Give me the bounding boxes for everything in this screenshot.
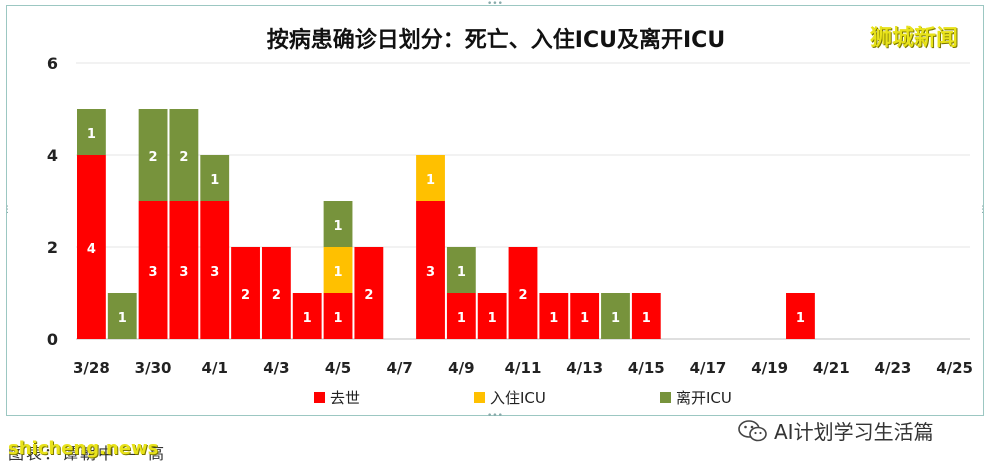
data-label: 1: [303, 311, 312, 326]
x-tick-label: 4/5: [325, 359, 351, 377]
data-label: 3: [426, 265, 435, 280]
legend-label: 离开ICU: [676, 389, 732, 407]
x-tick-label: 4/19: [751, 359, 788, 377]
bar-segment: [416, 201, 445, 339]
bar-segment: [138, 201, 168, 339]
bar-segment: [323, 201, 353, 247]
footer-caption: 图表：谭朝中 — 高: [8, 444, 167, 463]
data-label: 3: [210, 265, 219, 280]
bar-segment: [292, 293, 322, 339]
data-label: 1: [580, 311, 589, 326]
legend: 去世 入住ICU 离开ICU: [314, 389, 732, 407]
bar-segment: [200, 201, 230, 339]
bar-segment: [323, 247, 353, 293]
data-label: 1: [334, 265, 343, 280]
bars: 4 1 1 3 2 3 2 3 1 2 2 1 1 1 1 2 3 1 1 1 1 2 1 1 1 1 1: [77, 109, 815, 339]
watermark-bottom-right-text: AI计划学习生活篇: [774, 420, 934, 444]
x-axis-labels: 3/28 3/30 4/1 4/3 4/5 4/7 4/9 4/11 4/13 4/15 4/17 4…: [73, 359, 973, 377]
x-tick-label: 4/3: [263, 359, 289, 377]
bar-segment: [477, 293, 507, 339]
data-label: 2: [241, 288, 250, 303]
bar-segment: [323, 293, 353, 339]
x-tick-label: 4/7: [387, 359, 413, 377]
data-label: 1: [611, 311, 620, 326]
data-label: 1: [118, 311, 127, 326]
bar-segment: [77, 109, 106, 155]
bar-segment: [446, 293, 476, 339]
bar-segment: [261, 247, 291, 339]
data-label: 2: [149, 150, 158, 165]
data-label: 2: [518, 288, 527, 303]
wechat-icon: [738, 419, 767, 441]
data-label: 1: [457, 265, 466, 280]
x-tick-label: 4/9: [448, 359, 474, 377]
x-tick-label: 4/25: [936, 359, 973, 377]
bar-segment: [138, 109, 168, 201]
y-tick-label: 4: [47, 146, 58, 165]
x-tick-label: 4/13: [566, 359, 603, 377]
bar-segment: [570, 293, 600, 339]
x-tick-label: 4/17: [690, 359, 727, 377]
legend-swatch: [660, 392, 671, 403]
bar-segment: [107, 293, 137, 339]
resize-handle-top[interactable]: •••: [487, 0, 503, 9]
resize-handle-bottom[interactable]: •••: [487, 411, 503, 421]
data-label: 3: [179, 265, 188, 280]
y-tick-label: 6: [47, 54, 58, 73]
legend-swatch: [474, 392, 485, 403]
data-label: 1: [426, 173, 435, 188]
y-axis-labels: 0 2 4 6: [47, 54, 58, 349]
chart-title: 按病患确诊日划分：死亡、入住ICU及离开ICU: [266, 28, 726, 53]
bar-segment: [539, 293, 569, 339]
bar-segment: [231, 247, 260, 339]
chart-frame: ••• ••• ⋮ ⋮: [3, 0, 987, 421]
resize-handle-right[interactable]: ⋮: [978, 205, 987, 215]
bar-segment: [786, 293, 815, 339]
x-tick-label: 4/1: [202, 359, 228, 377]
bar-segment: [631, 293, 661, 339]
x-tick-label: 3/30: [135, 359, 172, 377]
watermark-top-right: 狮城新闻: [870, 26, 959, 51]
bar-segment: [354, 247, 384, 339]
bar-segment: [169, 201, 199, 339]
x-tick-label: 4/15: [628, 359, 665, 377]
legend-label: 入住ICU: [490, 389, 546, 407]
bar-segment: [446, 247, 476, 293]
data-label: 2: [179, 150, 188, 165]
data-label: 1: [488, 311, 497, 326]
y-tick-label: 0: [47, 330, 58, 349]
data-label: 1: [334, 219, 343, 234]
data-label: 1: [334, 311, 343, 326]
data-label: 1: [87, 127, 96, 142]
bar-segment: [508, 247, 538, 339]
data-label: 2: [272, 288, 281, 303]
bar-segment: [200, 155, 230, 201]
bar-segment: [169, 109, 199, 201]
legend-label: 去世: [330, 389, 360, 407]
data-label: 1: [796, 311, 805, 326]
y-tick-label: 2: [47, 238, 58, 257]
data-label: 1: [642, 311, 651, 326]
data-label: 1: [457, 311, 466, 326]
data-label: 1: [549, 311, 558, 326]
x-tick-label: 4/23: [875, 359, 912, 377]
bar-segment: [416, 155, 445, 201]
data-label: 2: [364, 288, 373, 303]
x-tick-label: 4/11: [505, 359, 542, 377]
x-tick-label: 4/21: [813, 359, 850, 377]
x-tick-label: 3/28: [73, 359, 110, 377]
data-label: 4: [87, 242, 96, 257]
watermark-bottom-right: AI计划学习生活篇: [738, 416, 934, 445]
bar-segment: [601, 293, 630, 339]
data-label: 1: [210, 173, 219, 188]
data-label: 3: [149, 265, 158, 280]
legend-swatch: [314, 392, 325, 403]
bar-segment: [77, 155, 106, 339]
watermark-bottom-left: shicheng.news: [8, 438, 159, 459]
resize-handle-left[interactable]: ⋮: [3, 205, 12, 215]
